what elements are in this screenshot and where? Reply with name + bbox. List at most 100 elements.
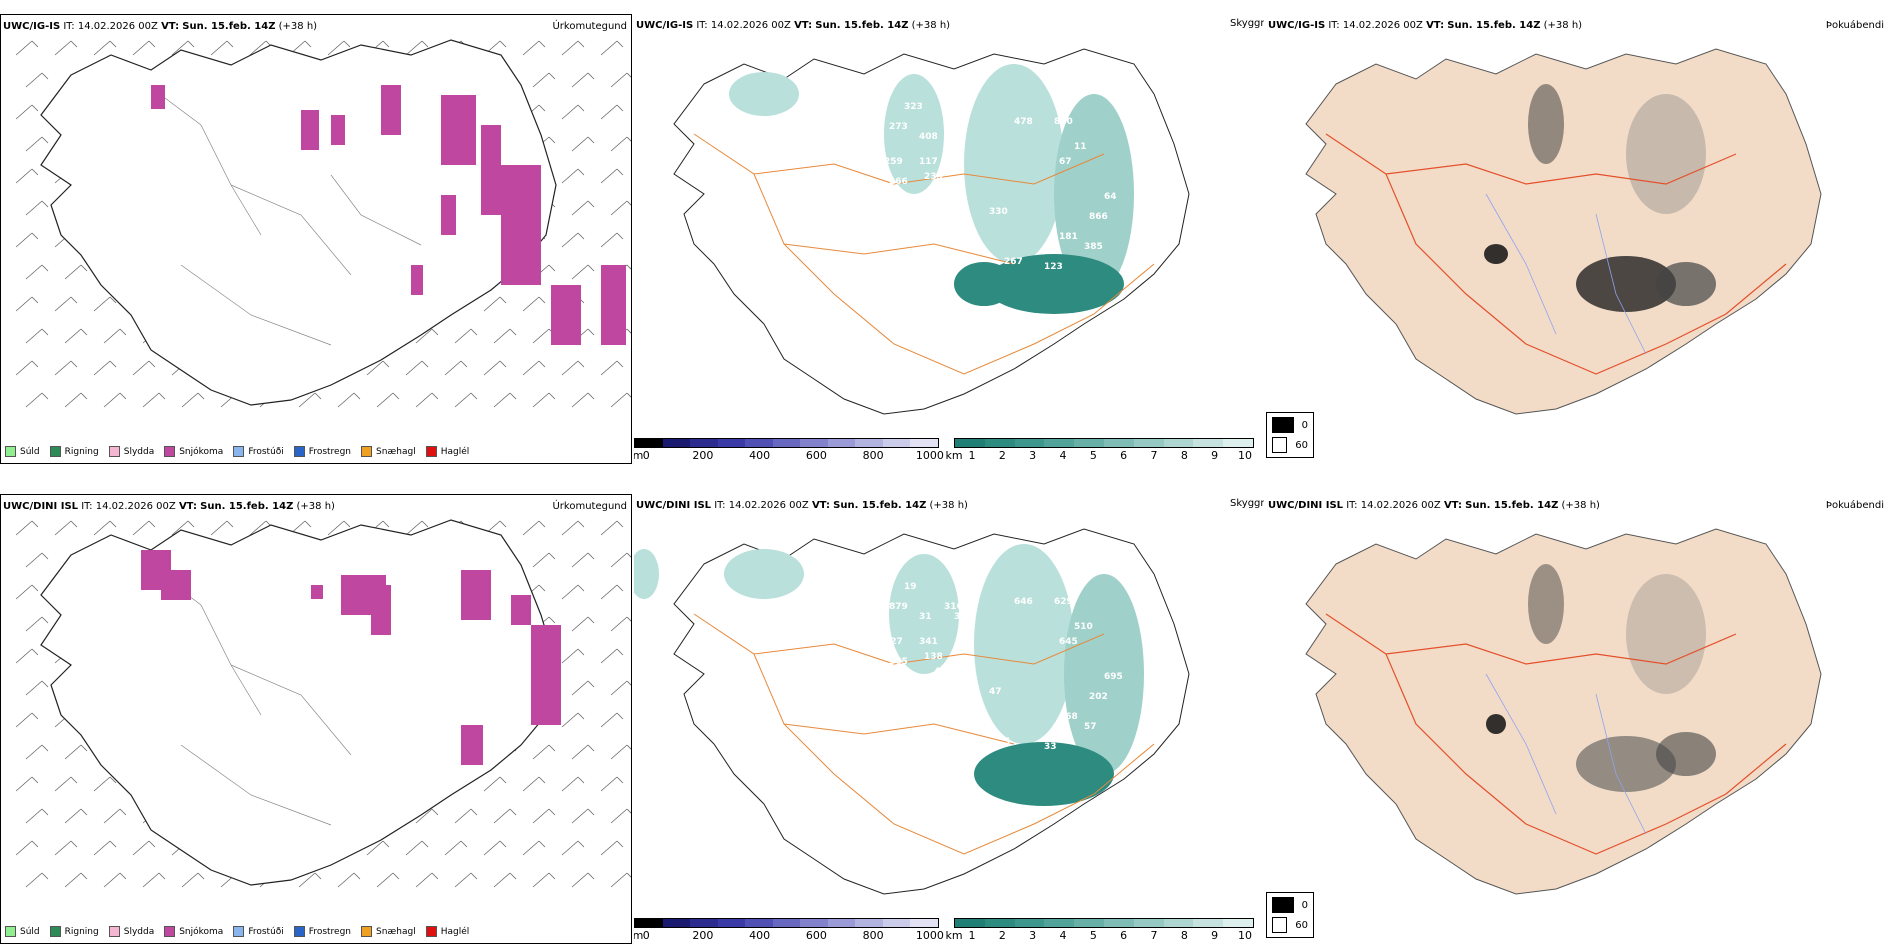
wind-barb	[171, 40, 195, 56]
colorbar-step	[635, 919, 663, 927]
legend-item: Rigning	[49, 926, 99, 937]
wind-barb	[610, 872, 631, 888]
colorbar-step	[717, 919, 746, 927]
wind-barb	[171, 520, 195, 536]
wind-barb	[600, 584, 624, 600]
wind-barb	[600, 360, 624, 376]
fog-legend-item: 60	[1272, 917, 1308, 933]
ceiling-label: 629	[1054, 597, 1073, 607]
wind-barb	[103, 328, 127, 344]
legend-item: Slydda	[108, 926, 154, 937]
wind-barb	[610, 680, 631, 696]
wind-barb	[366, 360, 390, 376]
colorbar-step	[955, 439, 985, 447]
road-network	[693, 133, 1155, 375]
road-network	[1325, 613, 1787, 855]
legend-item: Rigning	[49, 446, 99, 457]
wind-barb	[298, 872, 322, 888]
wind-barb	[25, 808, 49, 824]
wind-barb	[561, 104, 585, 120]
colorbar-tick: 1000	[915, 929, 944, 942]
colorbar-step	[690, 439, 718, 447]
wind-barb	[444, 360, 468, 376]
colorbar-tick: 5	[1089, 449, 1097, 462]
colorbar-tick: 1000	[915, 449, 944, 462]
fog-index-shading	[1486, 564, 1716, 792]
ceiling-label: 646	[1014, 597, 1033, 607]
legend-item: Frostúði	[233, 926, 284, 937]
colorbar-step	[910, 919, 939, 927]
colorbar-step	[745, 919, 773, 927]
precip-legend: Súld Rigning Slydda Snjókoma Frostúði Fr…	[5, 446, 469, 457]
wind-barb	[522, 840, 546, 856]
wind-barb	[25, 872, 49, 888]
wind-barb	[571, 72, 595, 88]
colorbar-tick: 3	[1029, 449, 1037, 462]
legend-item: Frostregn	[293, 446, 351, 457]
wind-barb	[561, 584, 585, 600]
colorbar-tick: 3	[1029, 929, 1037, 942]
ceiling-label: 259	[884, 157, 903, 167]
wind-barb	[532, 872, 556, 888]
iceland-map	[1305, 48, 1822, 415]
wind-barb	[181, 872, 205, 888]
colorbar-step	[984, 919, 1015, 927]
colorbar-tick: 2	[998, 449, 1006, 462]
wind-barb	[15, 712, 39, 728]
panel-title: UWC/DINI ISL IT: 14.02.2026 00Z VT: Sun.…	[636, 500, 968, 511]
wind-barb	[93, 40, 117, 56]
road-network	[1325, 133, 1787, 375]
wind-barb	[532, 552, 556, 568]
ceiling-label: 341	[919, 637, 938, 647]
visibility-colorbar-strip	[954, 918, 1254, 928]
colorbar-step	[827, 439, 856, 447]
wind-barb	[142, 392, 166, 408]
ceiling-label: 19	[904, 582, 917, 592]
wind-barb	[561, 648, 585, 664]
colorbar-tick: 9	[1211, 449, 1219, 462]
cbar-unit: km	[945, 929, 963, 942]
iceland-map	[15, 39, 631, 408]
cloud-panel-row2: UWC/DINI ISL IT: 14.02.2026 00Z VT: Sun.…	[634, 494, 1264, 944]
wind-barb	[15, 520, 39, 536]
precip-type-panel-row2: UWC/DINI ISL IT: 14.02.2026 00Z VT: Sun.…	[0, 494, 632, 944]
colorbar-step	[772, 919, 801, 927]
ceiling-label: 130	[944, 737, 963, 747]
ceiling-label: 202	[1089, 692, 1108, 702]
colorbar-tick: 2	[998, 929, 1006, 942]
colorbar-tick: 1	[968, 929, 976, 942]
wind-barb	[15, 360, 39, 376]
wind-barb	[132, 360, 156, 376]
visibility-colorbar-strip	[954, 438, 1254, 448]
colorbar-tick: 0	[642, 929, 650, 942]
model-name: UWC/IG-IS	[3, 21, 61, 32]
ceiling-label: 224	[944, 122, 963, 132]
wind-barb	[210, 520, 234, 536]
rivers	[1485, 193, 1647, 355]
colorbar-step	[1223, 919, 1253, 927]
colorbar-tick: 6	[1120, 449, 1128, 462]
wind-barb	[600, 648, 624, 664]
panel-title: UWC/IG-IS IT: 14.02.2026 00Z VT: Sun. 15…	[1268, 20, 1583, 31]
wind-barb	[571, 680, 595, 696]
wind-barb	[483, 296, 507, 312]
model-name: UWC/DINI ISL	[3, 501, 79, 512]
wind-barb	[337, 872, 361, 888]
wind-barb	[600, 776, 624, 792]
iceland-map	[1305, 528, 1822, 895]
colorbar-tick: 1	[968, 449, 976, 462]
ceiling-colorbar-strip	[634, 438, 939, 448]
wind-barb	[571, 392, 595, 408]
ceiling-label: 695	[1104, 672, 1123, 682]
wind-barb	[571, 552, 595, 568]
rivers	[1485, 673, 1647, 835]
cbar-unit: m	[634, 449, 644, 462]
colorbar-step	[855, 439, 883, 447]
legend-item: Snæhagl	[361, 926, 416, 937]
colorbar-step	[827, 919, 856, 927]
wind-barb	[337, 392, 361, 408]
ceiling-label: 323	[904, 102, 923, 112]
wind-barb	[600, 168, 624, 184]
wind-barb	[103, 808, 127, 824]
